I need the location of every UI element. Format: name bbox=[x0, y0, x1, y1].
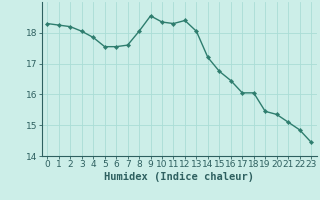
X-axis label: Humidex (Indice chaleur): Humidex (Indice chaleur) bbox=[104, 172, 254, 182]
